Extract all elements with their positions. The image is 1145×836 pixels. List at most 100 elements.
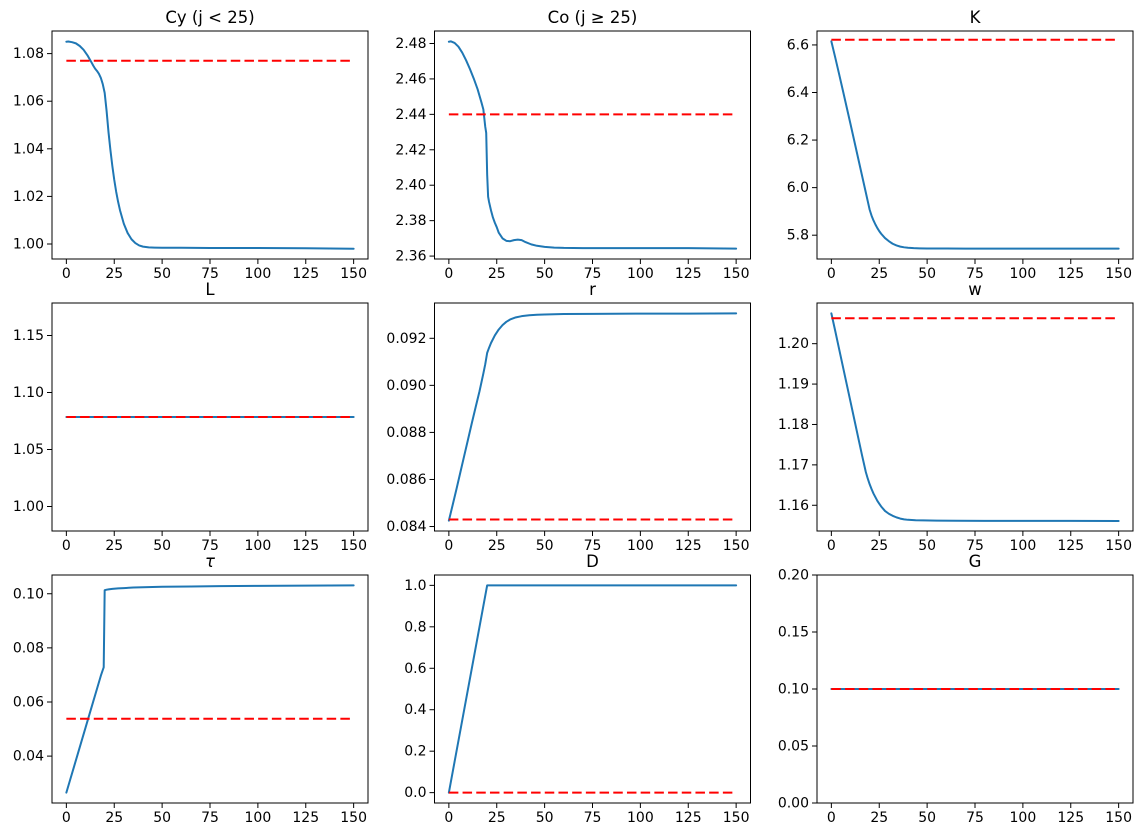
axes-frame — [434, 302, 751, 532]
subplot-title-l: L — [205, 280, 215, 299]
y-tick-label: 1.20 — [778, 336, 809, 352]
x-tick-label: 125 — [1057, 810, 1084, 826]
transition-path-line — [447, 584, 738, 794]
x-tick-label: 25 — [870, 810, 888, 826]
y-tick-label: 0.092 — [386, 331, 426, 347]
subplot-tau: τ 0 25 50 75 100 125 150 0.04 0.06 0.08 0.10 — [13, 552, 369, 826]
y-tick-label: 1.10 — [13, 385, 44, 401]
y-tick-label: 2.42 — [395, 142, 426, 158]
y-tick-label: 1.19 — [778, 377, 809, 393]
y-tick-label: 1.06 — [13, 94, 44, 110]
x-tick-label: 125 — [675, 538, 702, 554]
y-tick-label: 0.15 — [778, 625, 809, 641]
x-tick-label: 25 — [488, 810, 506, 826]
y-tick-label: 1.04 — [13, 141, 44, 157]
y-tick-label: 2.38 — [395, 213, 426, 229]
y-tick-label: 0.05 — [778, 739, 809, 755]
x-tick-label: 0 — [444, 266, 453, 282]
x-tick-label: 100 — [627, 266, 654, 282]
y-tick-label: 0.0 — [404, 785, 426, 801]
subplot-title-g: G — [969, 552, 982, 571]
x-tick-label: 50 — [536, 538, 554, 554]
y-tick-label: 6.6 — [787, 37, 809, 53]
y-tick-label: 0.08 — [13, 640, 44, 656]
x-tick-label: 100 — [1010, 266, 1037, 282]
y-tick-label: 1.16 — [778, 498, 809, 514]
x-tick-label: 100 — [245, 810, 272, 826]
x-tick-label: 100 — [245, 266, 272, 282]
subplot-cy: Cy (j < 25) 0 25 50 75 100 125 150 1.00 1.02 1.04 1… — [13, 8, 369, 282]
y-tick-label: 6.2 — [787, 133, 809, 149]
y-tick-label: 0.4 — [404, 702, 426, 718]
x-tick-label: 150 — [723, 266, 750, 282]
y-tick-label: 1.02 — [13, 189, 44, 205]
y-tick-label: 1.00 — [13, 237, 44, 253]
x-tick-label: 75 — [966, 266, 984, 282]
x-tick-label: 75 — [201, 810, 219, 826]
axes-frame — [51, 302, 369, 532]
x-tick-label: 100 — [1010, 538, 1037, 554]
y-tick-label: 2.48 — [395, 36, 426, 52]
x-tick-label: 125 — [1057, 538, 1084, 554]
x-tick-label: 150 — [1105, 810, 1132, 826]
x-tick-label: 25 — [105, 810, 123, 826]
y-tick-label: 1.17 — [778, 457, 809, 473]
x-tick-label: 125 — [292, 266, 319, 282]
y-tick-label: 1.05 — [13, 442, 44, 458]
y-tick-label: 0.06 — [13, 694, 44, 710]
transition-path-line — [830, 312, 1120, 523]
transition-path-line — [65, 40, 355, 250]
y-tick-label: 1.0 — [404, 578, 426, 594]
subplot-d: D 0 25 50 75 100 125 150 0.0 0.2 0.4 0.6 0.8 1.0 — [404, 552, 751, 826]
subplot-g: G 0 25 50 75 100 125 150 0.00 0.05 0.10 0.15 0.20 — [778, 552, 1134, 826]
x-tick-label: 0 — [62, 810, 71, 826]
y-tick-label: 0.20 — [778, 568, 809, 584]
x-tick-label: 75 — [966, 810, 984, 826]
x-tick-label: 0 — [827, 538, 836, 554]
x-tick-label: 100 — [627, 538, 654, 554]
y-tick-label: 2.36 — [395, 249, 426, 265]
x-tick-label: 0 — [62, 538, 71, 554]
x-tick-label: 0 — [827, 266, 836, 282]
x-tick-label: 150 — [1105, 266, 1132, 282]
transition-path-line — [65, 584, 355, 794]
x-tick-label: 100 — [1010, 810, 1037, 826]
x-tick-label: 150 — [340, 266, 367, 282]
transition-path-line — [447, 40, 738, 250]
subplot-l: L 0 25 50 75 100 125 150 1.00 1.05 1.10 1.15 — [13, 280, 369, 554]
x-tick-label: 25 — [870, 538, 888, 554]
x-tick-label: 50 — [153, 538, 171, 554]
y-tick-label: 1.15 — [13, 328, 44, 344]
x-tick-label: 25 — [488, 266, 506, 282]
subplot-title-k: K — [970, 8, 982, 27]
x-tick-label: 25 — [105, 538, 123, 554]
y-tick-label: 0.8 — [404, 619, 426, 635]
x-tick-label: 125 — [675, 266, 702, 282]
y-tick-label: 2.40 — [395, 178, 426, 194]
y-tick-label: 0.090 — [386, 378, 426, 394]
y-tick-label: 1.18 — [778, 417, 809, 433]
x-tick-label: 0 — [444, 538, 453, 554]
y-tick-label: 0.6 — [404, 661, 426, 677]
x-tick-label: 100 — [627, 810, 654, 826]
y-tick-label: 1.00 — [13, 499, 44, 515]
x-tick-label: 75 — [201, 266, 219, 282]
axes-frame — [816, 30, 1134, 260]
x-tick-label: 125 — [675, 810, 702, 826]
x-tick-label: 125 — [1057, 266, 1084, 282]
y-tick-label: 2.44 — [395, 107, 426, 123]
x-tick-label: 0 — [444, 810, 453, 826]
y-tick-label: 0.088 — [386, 425, 426, 441]
x-tick-label: 125 — [292, 538, 319, 554]
transition-path-line — [830, 40, 1120, 250]
x-tick-label: 150 — [723, 810, 750, 826]
x-tick-label: 50 — [918, 266, 936, 282]
y-tick-label: 0.084 — [386, 519, 426, 535]
axes-frame — [434, 30, 751, 260]
x-tick-label: 75 — [584, 538, 602, 554]
x-tick-label: 125 — [292, 810, 319, 826]
x-tick-label: 50 — [918, 810, 936, 826]
axes-frame — [51, 574, 369, 804]
